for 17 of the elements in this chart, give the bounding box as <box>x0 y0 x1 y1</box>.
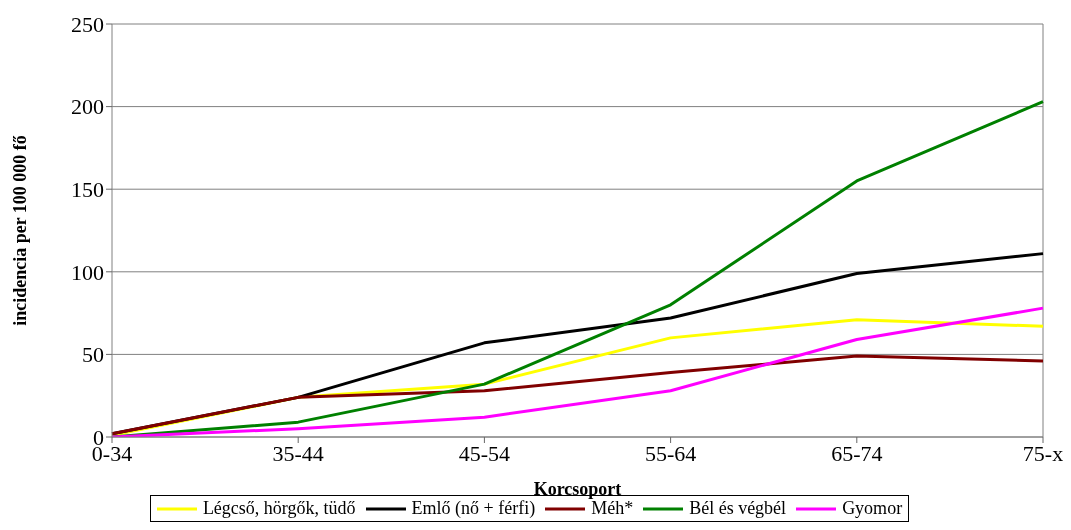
x-tick-label: 65-74 <box>831 440 883 466</box>
legend-label: Gyomor <box>842 498 903 519</box>
x-tick-label: 75-x <box>1022 440 1064 466</box>
legend-label: Bél és végbél <box>689 498 787 519</box>
x-tick-label: 45-54 <box>458 440 511 466</box>
x-axis-title: Korcsoport <box>533 479 622 499</box>
legend-label: Méh* <box>591 498 634 519</box>
x-tick-label: 35-44 <box>272 440 324 466</box>
y-tick-label: 250 <box>71 11 104 37</box>
x-tick-label: 55-64 <box>644 440 697 466</box>
y-tick-label: 50 <box>82 342 104 368</box>
legend-label: Emlő (nő + férfi) <box>411 498 536 519</box>
y-tick-label: 150 <box>71 177 104 203</box>
y-axis-title: incidencia per 100 000 fő <box>10 135 31 326</box>
y-tick-label: 100 <box>71 259 104 285</box>
legend-label: Légcső, hörgők, tüdő <box>202 498 356 519</box>
y-tick-label: 200 <box>71 94 104 120</box>
